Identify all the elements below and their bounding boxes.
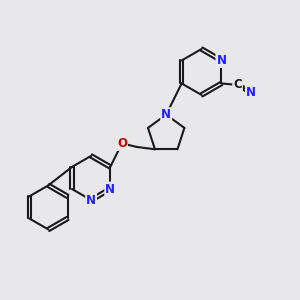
Text: O: O xyxy=(117,137,127,150)
Text: N: N xyxy=(161,108,171,121)
Text: N: N xyxy=(105,182,115,196)
Text: C: C xyxy=(233,78,242,92)
Text: N: N xyxy=(246,86,256,99)
Text: N: N xyxy=(86,194,96,207)
Text: N: N xyxy=(216,54,226,67)
